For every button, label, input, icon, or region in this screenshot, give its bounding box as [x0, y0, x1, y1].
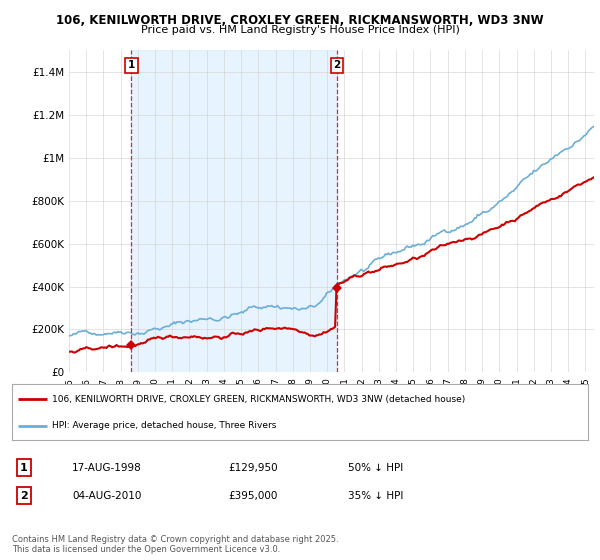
Text: Contains HM Land Registry data © Crown copyright and database right 2025.
This d: Contains HM Land Registry data © Crown c…	[12, 535, 338, 554]
Text: 106, KENILWORTH DRIVE, CROXLEY GREEN, RICKMANSWORTH, WD3 3NW (detached house): 106, KENILWORTH DRIVE, CROXLEY GREEN, RI…	[52, 395, 466, 404]
Text: 2: 2	[20, 491, 28, 501]
Text: 17-AUG-1998: 17-AUG-1998	[72, 463, 142, 473]
Text: 1: 1	[20, 463, 28, 473]
Text: £129,950: £129,950	[228, 463, 278, 473]
Bar	[131, 50, 337, 372]
Text: £395,000: £395,000	[228, 491, 277, 501]
Text: 2: 2	[334, 60, 341, 71]
Text: 04-AUG-2010: 04-AUG-2010	[72, 491, 142, 501]
Text: Price paid vs. HM Land Registry's House Price Index (HPI): Price paid vs. HM Land Registry's House …	[140, 25, 460, 35]
Text: 1: 1	[128, 60, 135, 71]
Text: 106, KENILWORTH DRIVE, CROXLEY GREEN, RICKMANSWORTH, WD3 3NW: 106, KENILWORTH DRIVE, CROXLEY GREEN, RI…	[56, 14, 544, 27]
Text: 35% ↓ HPI: 35% ↓ HPI	[348, 491, 403, 501]
Text: HPI: Average price, detached house, Three Rivers: HPI: Average price, detached house, Thre…	[52, 421, 277, 430]
Text: 50% ↓ HPI: 50% ↓ HPI	[348, 463, 403, 473]
